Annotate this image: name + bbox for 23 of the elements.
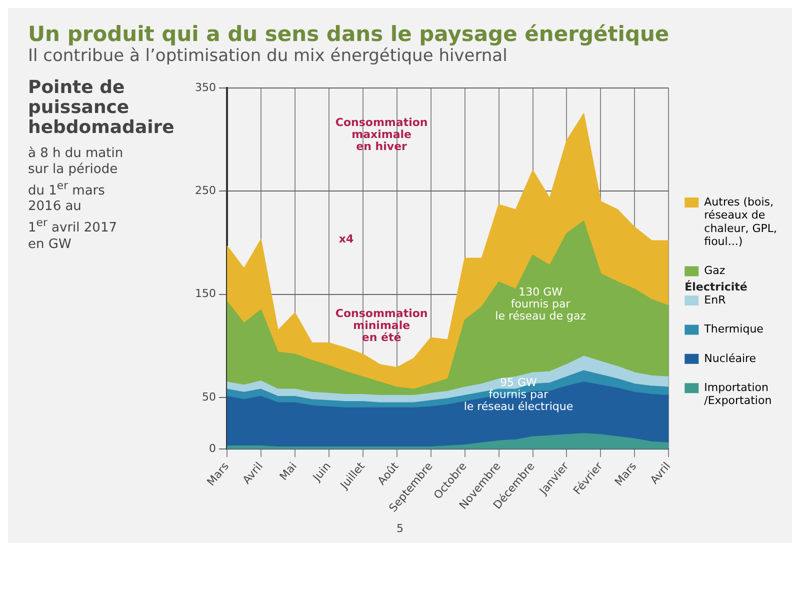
legend-label: EnR <box>704 293 726 306</box>
y-tick-label: 350 <box>194 80 216 94</box>
text: à 8 h du matin sur la période du 1$^{er}$ mars 2016 au 1$^{er}$ avril 2017 en GW <box>28 146 124 252</box>
chart-title: Un produit qui a du sens dans le paysage énergétique <box>28 22 670 46</box>
y-tick-label: 0 <box>208 442 216 455</box>
annotation: 95 GW fournis par le réseau électrique <box>464 376 574 413</box>
legend-label: Autres (bois, réseaux de chaleur, GPL, fioul...) <box>704 195 778 248</box>
y-tick-label: 150 <box>194 287 216 300</box>
y-tick-label: 250 <box>194 184 216 198</box>
legend-label: Gaz <box>704 264 726 278</box>
legend-label: Thermique <box>703 322 764 336</box>
annotation: Consommation minimale en été <box>335 307 428 344</box>
y-tick-label: 50 <box>202 390 216 404</box>
text: Électricité <box>684 279 748 294</box>
annotation: Consommation maximale en hiver <box>335 116 428 153</box>
text: 5 <box>396 522 404 535</box>
x-tick-label: Mai <box>277 460 300 483</box>
annotation: x4 <box>338 232 354 246</box>
annotation: 130 GW fournis par le réseau de gaz <box>495 286 586 323</box>
legend-label: Importation /Exportation <box>704 380 772 408</box>
legend-label: Nucléaire <box>704 352 756 365</box>
text: Pointe de puissance hebdomadaire <box>28 77 176 138</box>
chart-subtitle: Il contribue à l’optimisation du mix énergétique hivernal <box>28 46 508 66</box>
